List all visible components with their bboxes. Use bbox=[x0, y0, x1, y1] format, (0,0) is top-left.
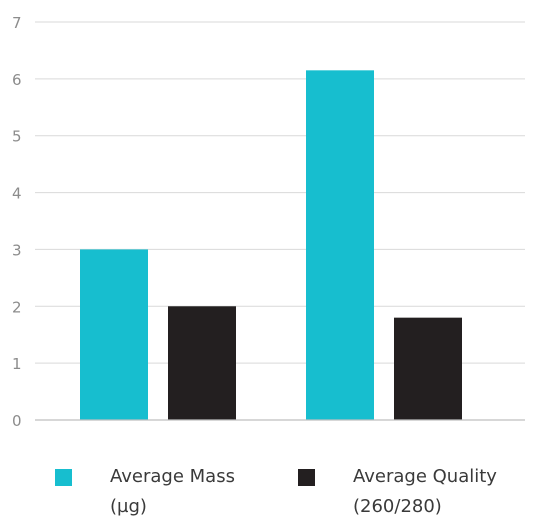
y-tick-label-1: 1 bbox=[12, 355, 22, 373]
chart-legend: Average Mass (µg) Average Quality (260/2… bbox=[55, 466, 497, 517]
legend-label-average-quality-line1: Average Quality bbox=[353, 466, 497, 487]
chart-bars bbox=[80, 70, 462, 420]
y-tick-label-5: 5 bbox=[12, 128, 22, 146]
y-tick-label-7: 7 bbox=[12, 14, 22, 32]
y-tick-label-6: 6 bbox=[12, 71, 22, 89]
bar-average-quality-group-2 bbox=[394, 317, 462, 420]
bar-average-mass-group-1 bbox=[80, 249, 148, 420]
bar-average-mass-group-2 bbox=[306, 70, 374, 420]
y-tick-label-4: 4 bbox=[12, 185, 22, 203]
legend-swatch-average-mass bbox=[55, 469, 72, 486]
bar-average-quality-group-1 bbox=[168, 306, 236, 420]
legend-item-average-mass: Average Mass (µg) bbox=[55, 466, 235, 517]
y-axis-ticks: 0 1 2 3 4 5 6 7 bbox=[12, 14, 22, 430]
y-tick-label-3: 3 bbox=[12, 241, 22, 259]
y-tick-label-2: 2 bbox=[12, 298, 22, 316]
legend-swatch-average-quality bbox=[298, 469, 315, 486]
y-tick-label-0: 0 bbox=[12, 412, 22, 430]
legend-item-average-quality: Average Quality (260/280) bbox=[298, 466, 497, 517]
legend-label-average-mass-line2: (µg) bbox=[110, 496, 147, 517]
legend-label-average-mass-line1: Average Mass bbox=[110, 466, 235, 487]
legend-label-average-quality-line2: (260/280) bbox=[353, 496, 442, 517]
